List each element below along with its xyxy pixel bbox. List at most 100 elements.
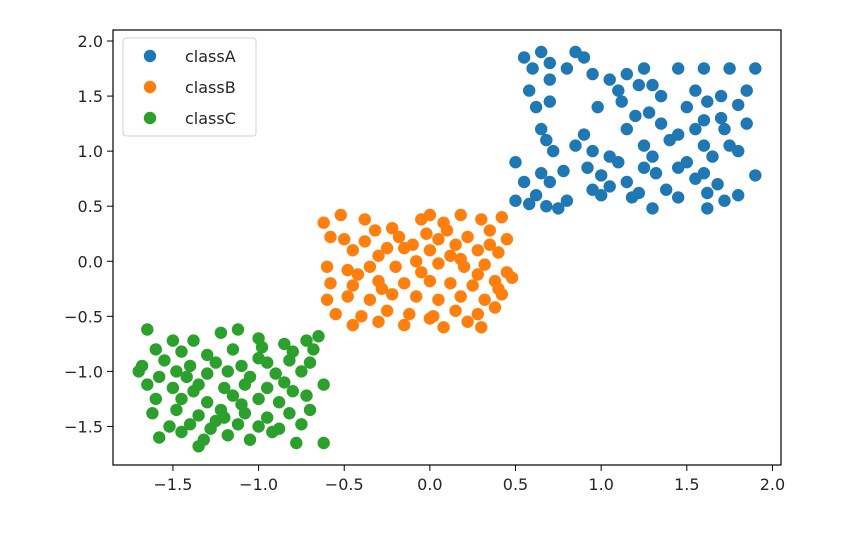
point-classB-72 [444, 249, 457, 262]
point-classB-29 [389, 260, 402, 273]
point-classC-69 [317, 436, 330, 450]
point-classC-76 [278, 376, 291, 389]
point-classC-42 [201, 396, 214, 409]
point-classC-73 [187, 385, 200, 398]
point-classB-64 [423, 312, 437, 325]
point-classB-17 [483, 224, 496, 237]
point-classA-28 [642, 106, 656, 119]
point-classC-10 [175, 345, 188, 358]
point-classB-27 [341, 263, 354, 277]
point-classA-18 [612, 84, 625, 97]
point-classA-17 [560, 62, 574, 75]
point-classB-59 [471, 307, 484, 321]
point-classB-76 [375, 282, 389, 295]
point-classC-56 [183, 418, 197, 431]
point-classA-6 [586, 67, 599, 81]
point-classB-20 [372, 249, 385, 262]
point-classA-58 [672, 161, 685, 174]
point-classB-40 [444, 277, 457, 290]
point-classA-45 [637, 139, 651, 152]
point-classA-1 [526, 62, 539, 75]
point-classB-31 [432, 257, 445, 270]
point-classC-68 [290, 436, 303, 450]
point-classA-7 [603, 73, 616, 86]
point-classA-11 [672, 62, 685, 75]
point-classC-36 [238, 378, 252, 391]
y-tick-label: 0.5 [78, 197, 103, 216]
point-classA-16 [543, 73, 556, 86]
point-classB-63 [398, 318, 411, 332]
point-classA-57 [637, 161, 651, 174]
point-classA-41 [714, 111, 728, 125]
point-classC-25 [153, 370, 166, 384]
point-classC-28 [221, 365, 234, 378]
point-classA-31 [732, 98, 745, 112]
point-classB-73 [471, 268, 484, 281]
point-classA-54 [723, 139, 736, 152]
point-classA-23 [740, 84, 753, 97]
point-classC-41 [175, 392, 188, 406]
point-classB-62 [372, 315, 385, 328]
plot-frame [112, 29, 782, 466]
point-classA-26 [591, 100, 604, 114]
legend-marker-classC [143, 111, 157, 125]
point-classB-11 [338, 233, 351, 246]
point-classC-77 [170, 365, 183, 378]
point-classC-72 [235, 398, 248, 411]
point-classB-2 [358, 213, 371, 226]
point-classC-52 [261, 411, 274, 424]
y-axis: 2.0 1.5 1.0 0.5 0.0 −0.5 −1.0 −1.5 [64, 32, 113, 436]
point-classA-33 [654, 117, 668, 130]
point-classA-3 [543, 56, 556, 70]
point-classB-41 [466, 279, 479, 292]
point-classA-67 [749, 169, 762, 182]
point-classB-24 [471, 244, 484, 257]
point-classB-0 [317, 216, 330, 229]
point-classA-13 [723, 62, 736, 75]
point-classB-18 [500, 233, 514, 246]
point-classC-9 [149, 343, 162, 356]
point-classC-74 [252, 352, 265, 365]
point-classB-35 [324, 277, 337, 290]
point-classA-47 [697, 139, 711, 152]
point-classC-66 [243, 433, 257, 446]
point-classC-3 [214, 326, 228, 339]
point-classA-8 [620, 67, 633, 81]
point-classC-2 [187, 334, 200, 347]
point-classC-37 [261, 381, 274, 395]
y-tick-label: −1.5 [64, 417, 103, 436]
point-classA-88 [509, 156, 522, 169]
point-classA-65 [689, 172, 702, 185]
point-classC-62 [153, 431, 166, 444]
point-classA-63 [620, 175, 633, 189]
point-classA-73 [660, 183, 673, 196]
y-tick-label: 2.0 [78, 32, 103, 51]
point-classB-13 [392, 230, 406, 244]
point-classB-78 [454, 252, 467, 266]
point-classB-51 [478, 293, 491, 306]
point-classB-50 [454, 290, 467, 303]
point-classA-86 [701, 202, 714, 215]
point-classC-65 [221, 429, 234, 442]
point-classC-17 [158, 354, 171, 367]
point-classC-67 [266, 425, 279, 439]
point-classB-14 [420, 227, 433, 240]
point-classB-15 [440, 224, 454, 237]
x-tick-label: −1.0 [239, 475, 278, 494]
point-classA-68 [517, 175, 531, 189]
point-classC-4 [231, 323, 245, 336]
point-classB-74 [492, 282, 505, 295]
point-classB-33 [478, 258, 491, 271]
point-classB-49 [432, 293, 445, 306]
point-classB-45 [341, 290, 354, 303]
point-classB-25 [492, 246, 505, 259]
point-classA-15 [523, 84, 536, 97]
point-classA-37 [577, 128, 591, 141]
x-tick-label: −0.5 [325, 475, 364, 494]
point-classB-54 [355, 310, 368, 323]
point-classA-74 [701, 186, 714, 200]
point-classB-39 [423, 274, 437, 288]
point-classA-80 [672, 191, 685, 204]
